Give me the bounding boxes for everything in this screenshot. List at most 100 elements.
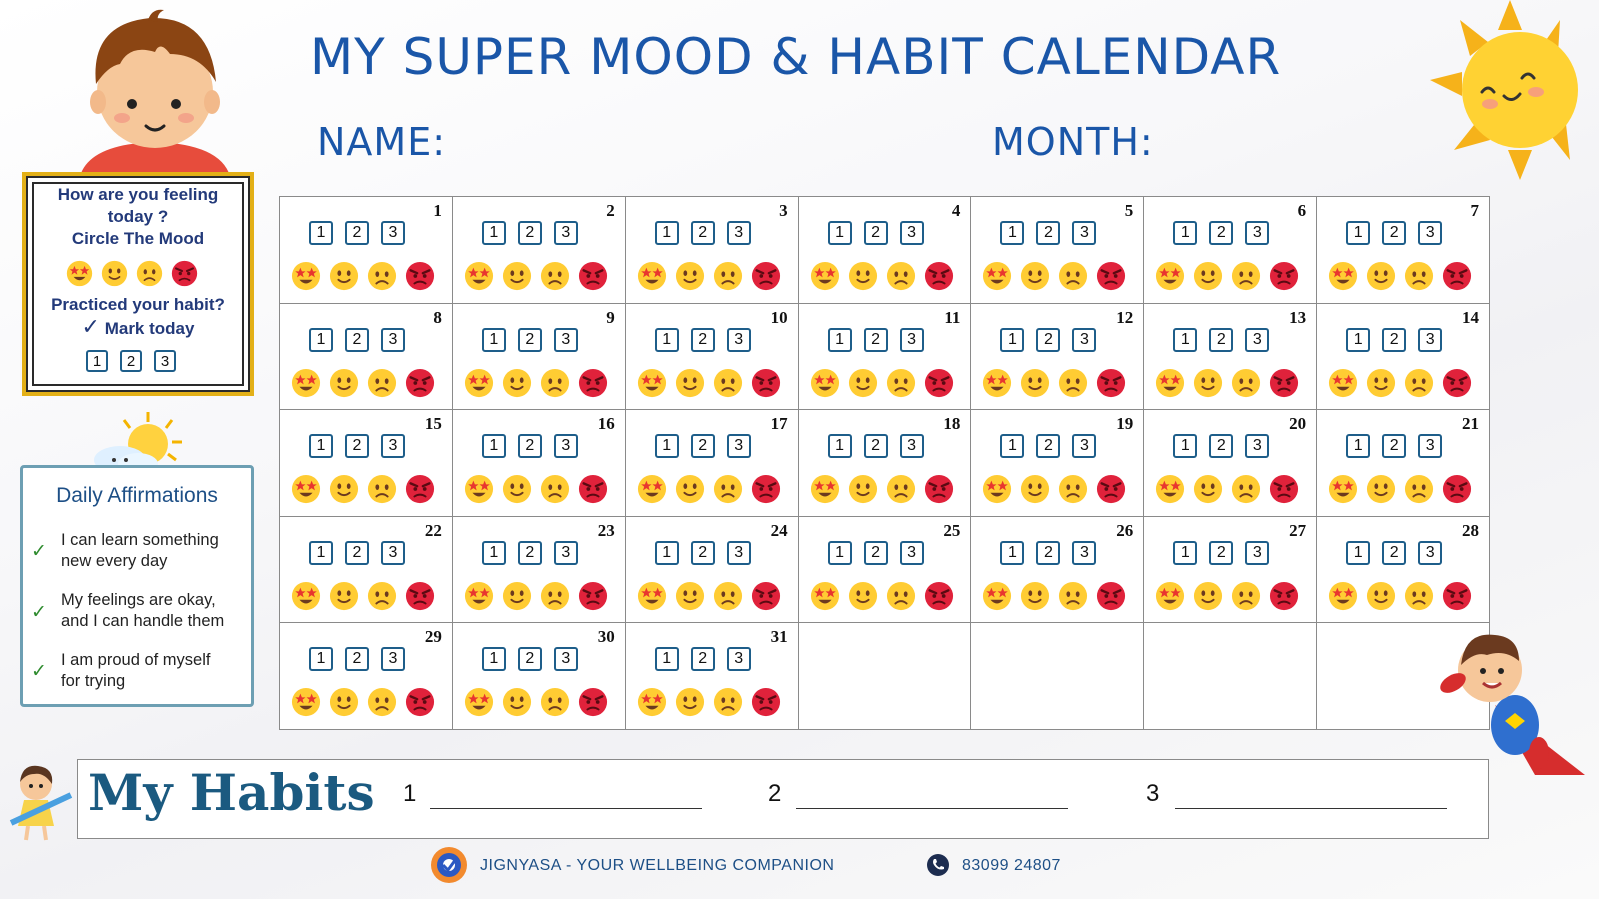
smiling-face-icon[interactable]: [329, 368, 359, 398]
habit-checkbox[interactable]: 3: [1072, 221, 1097, 245]
frowning-face-icon[interactable]: [367, 368, 397, 398]
angry-face-icon[interactable]: [751, 687, 781, 717]
habit-checkbox[interactable]: 3: [553, 327, 578, 352]
smiling-face-icon[interactable]: [329, 261, 359, 291]
habit-checkbox[interactable]: 3: [1418, 434, 1443, 459]
habit-checkbox[interactable]: 3: [1245, 540, 1270, 565]
smiling-face-icon[interactable]: [1366, 474, 1396, 504]
frowning-face-icon[interactable]: [713, 474, 743, 504]
frowning-face-icon[interactable]: [540, 581, 570, 611]
smiling-face-icon[interactable]: [1020, 474, 1050, 504]
habit-checkbox[interactable]: 3: [1072, 434, 1097, 459]
smiling-face-icon[interactable]: [1020, 261, 1050, 291]
angry-face-icon[interactable]: [405, 581, 435, 611]
smiling-face-icon[interactable]: [502, 368, 532, 398]
smiling-face-icon[interactable]: [502, 581, 532, 611]
habit-checkbox[interactable]: 2: [863, 327, 888, 352]
star-struck-face-icon[interactable]: [810, 261, 840, 291]
smiling-face-icon[interactable]: [675, 687, 705, 717]
frowning-face-icon[interactable]: [1231, 474, 1261, 504]
habit-checkbox[interactable]: 1: [654, 327, 679, 352]
star-struck-face-icon[interactable]: [464, 581, 494, 611]
frowning-face-icon[interactable]: [713, 687, 743, 717]
smiling-face-icon[interactable]: [502, 687, 532, 717]
star-struck-face-icon[interactable]: [982, 581, 1012, 611]
angry-face-icon[interactable]: [751, 368, 781, 398]
frowning-face-icon[interactable]: [540, 474, 570, 504]
angry-face-icon[interactable]: [578, 474, 608, 504]
habit-checkbox[interactable]: 2: [517, 327, 542, 352]
angry-face-icon[interactable]: [1269, 474, 1299, 504]
habit-checkbox[interactable]: 2: [345, 434, 369, 459]
habit-2-line[interactable]: [796, 808, 1068, 809]
habit-checkbox[interactable]: 3: [899, 327, 924, 352]
angry-face-icon[interactable]: [1096, 368, 1126, 398]
angry-face-icon[interactable]: [1096, 474, 1126, 504]
star-struck-face-icon[interactable]: [810, 581, 840, 611]
frowning-face-icon[interactable]: [1404, 368, 1434, 398]
smiling-face-icon[interactable]: [1193, 581, 1223, 611]
habit-checkbox[interactable]: 1: [827, 327, 852, 352]
habit-1-line[interactable]: [430, 808, 702, 809]
habit-checkbox[interactable]: 1: [481, 647, 506, 672]
smiling-face-icon[interactable]: [848, 474, 878, 504]
habit-checkbox[interactable]: 1: [1000, 540, 1025, 565]
star-struck-face-icon[interactable]: [1328, 474, 1358, 504]
habit-checkbox[interactable]: 3: [381, 647, 405, 672]
angry-face-icon[interactable]: [751, 474, 781, 504]
habit-checkbox[interactable]: 2: [863, 434, 888, 459]
smiling-face-icon[interactable]: [1366, 261, 1396, 291]
angry-face-icon[interactable]: [1442, 474, 1472, 504]
habit-checkbox[interactable]: 1: [309, 647, 333, 672]
smiling-face-icon[interactable]: [1366, 368, 1396, 398]
star-struck-face-icon[interactable]: [1155, 368, 1185, 398]
habit-checkbox[interactable]: 2: [690, 647, 715, 672]
habit-checkbox[interactable]: 2: [1036, 327, 1061, 352]
star-struck-face-icon[interactable]: [637, 261, 667, 291]
smiling-face-icon[interactable]: [1193, 261, 1223, 291]
habit-checkbox[interactable]: 2: [690, 221, 715, 245]
habit-checkbox[interactable]: 2: [345, 647, 369, 672]
frowning-face-icon[interactable]: [1404, 581, 1434, 611]
habit-checkbox[interactable]: 2: [1209, 327, 1234, 352]
smiling-face-icon[interactable]: [1193, 368, 1223, 398]
star-struck-face-icon[interactable]: [1155, 581, 1185, 611]
star-struck-face-icon[interactable]: [464, 368, 494, 398]
habit-checkbox[interactable]: 1: [654, 434, 679, 459]
habit-checkbox[interactable]: 2: [1382, 221, 1407, 245]
star-struck-face-icon[interactable]: [810, 368, 840, 398]
habit-checkbox[interactable]: 3: [381, 540, 405, 565]
smiling-face-icon[interactable]: [1366, 581, 1396, 611]
star-struck-face-icon[interactable]: [810, 474, 840, 504]
habit-checkbox[interactable]: 1: [1173, 434, 1198, 459]
habit-checkbox[interactable]: 1: [481, 327, 506, 352]
star-struck-face-icon[interactable]: [291, 687, 321, 717]
habit-checkbox[interactable]: 2: [345, 540, 369, 565]
habit-checkbox[interactable]: 2: [863, 540, 888, 565]
frowning-face-icon[interactable]: [1231, 581, 1261, 611]
habit-checkbox[interactable]: 1: [309, 221, 333, 245]
angry-face-icon[interactable]: [578, 368, 608, 398]
frowning-face-icon[interactable]: [1404, 474, 1434, 504]
habit-checkbox[interactable]: 2: [1036, 540, 1061, 565]
habit-checkbox[interactable]: 3: [899, 540, 924, 565]
habit-checkbox[interactable]: 2: [863, 221, 888, 245]
habit-checkbox[interactable]: 3: [1072, 327, 1097, 352]
smiling-face-icon[interactable]: [329, 474, 359, 504]
habit-checkbox[interactable]: 2: [517, 540, 542, 565]
frowning-face-icon[interactable]: [1231, 368, 1261, 398]
habit-checkbox[interactable]: 3: [726, 434, 751, 459]
frowning-face-icon[interactable]: [886, 368, 916, 398]
angry-face-icon[interactable]: [1269, 581, 1299, 611]
habit-checkbox[interactable]: 3: [726, 647, 751, 672]
habit-checkbox[interactable]: 1: [1000, 327, 1025, 352]
habit-checkbox[interactable]: 1: [1173, 327, 1198, 352]
star-struck-face-icon[interactable]: [291, 368, 321, 398]
angry-face-icon[interactable]: [405, 687, 435, 717]
frowning-face-icon[interactable]: [540, 261, 570, 291]
habit-checkbox[interactable]: 2: [1209, 434, 1234, 459]
frowning-face-icon[interactable]: [1058, 474, 1088, 504]
habit-checkbox[interactable]: 1: [1346, 540, 1371, 565]
habit-checkbox[interactable]: 3: [553, 540, 578, 565]
angry-face-icon[interactable]: [924, 368, 954, 398]
